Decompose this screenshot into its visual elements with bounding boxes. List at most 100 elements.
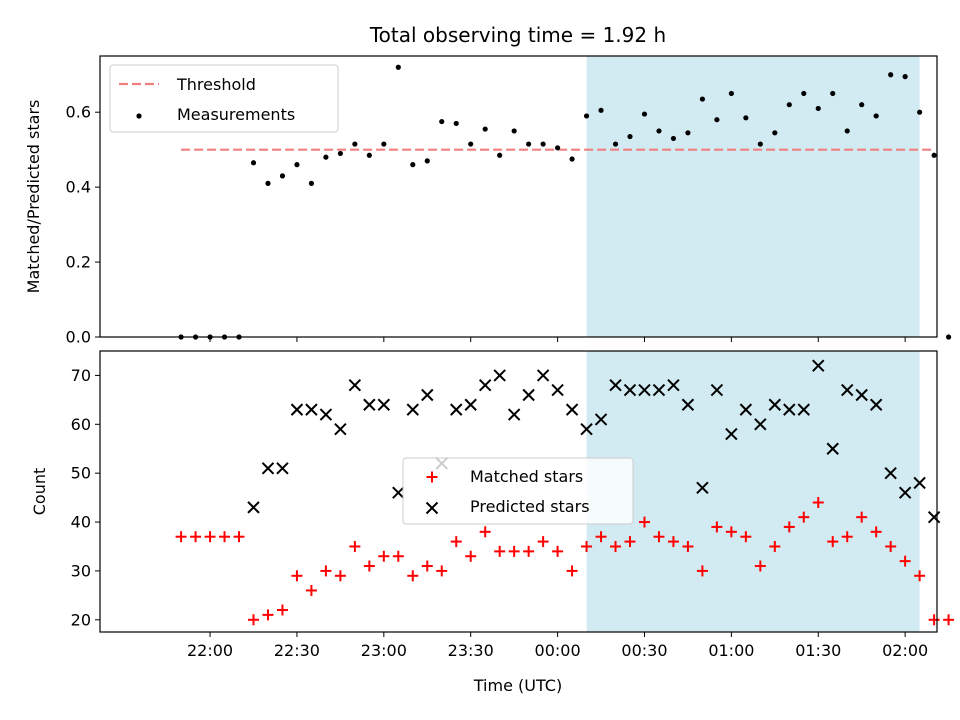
x-tick-label: 00:00 — [535, 641, 581, 660]
predicted-stars-point — [392, 486, 405, 499]
legend-predicted-swatch — [425, 501, 439, 515]
predicted-stars-point — [247, 501, 260, 514]
matched-stars-point — [856, 511, 868, 523]
y-tick-label: 40 — [71, 513, 91, 532]
matched-stars-point — [233, 531, 245, 543]
measurements-point — [598, 107, 604, 113]
x-tick-label: 01:30 — [795, 641, 841, 660]
measurements-point — [381, 141, 387, 147]
observing-window-band — [586, 351, 920, 632]
predicted-stars-point — [826, 442, 839, 455]
measurements-point — [265, 180, 271, 186]
measurements-point — [844, 128, 850, 134]
matched-stars-point — [436, 565, 448, 577]
measurements-point — [569, 156, 575, 162]
measurements-point — [554, 145, 561, 151]
measurements-point — [685, 130, 691, 136]
legend-box — [109, 64, 339, 133]
measurements-point — [337, 150, 343, 157]
measurements-point — [670, 135, 677, 142]
measurements-point — [540, 141, 546, 147]
matched-stars-point — [783, 521, 795, 533]
y-tick-label: 30 — [71, 561, 91, 580]
measurements-point — [931, 152, 937, 158]
chart-title: Total observing time = 1.92 h — [369, 23, 666, 47]
matched-stars-point — [175, 531, 187, 543]
predicted-stars-point — [667, 379, 680, 392]
matched-stars-point — [870, 526, 882, 538]
matched-stars-point — [523, 545, 535, 557]
matched-stars-point — [754, 560, 766, 572]
measurements-point — [888, 72, 894, 78]
legend-predicted-label: Predicted stars — [470, 497, 590, 516]
measurements-point — [612, 141, 619, 147]
predicted-stars-point — [725, 427, 738, 441]
measurements-point — [873, 113, 879, 119]
x-tick-label: 02:00 — [882, 641, 928, 660]
axes-frame — [99, 350, 938, 633]
y-tick-label: 0.4 — [66, 178, 91, 197]
matched-stars-point — [653, 531, 665, 543]
y-axis-label: Matched/Predicted stars — [24, 100, 43, 294]
x-tick-label: 01:00 — [708, 641, 754, 660]
measurements-point — [917, 109, 923, 115]
matched-stars-point — [682, 540, 694, 552]
matched-stars-point — [262, 609, 274, 621]
matched-stars-point — [291, 570, 303, 582]
measurements-point — [308, 180, 315, 186]
matched-stars-point — [914, 570, 926, 582]
measurements-point — [743, 115, 749, 121]
legend-bottom: Matched stars Predicted stars — [402, 457, 634, 525]
matched-stars-point — [711, 521, 723, 533]
ratio-panel: 0.0 0.2 0.4 0.6 Matched/Predicted stars Thres… — [24, 55, 952, 347]
y-tick-label: 0.0 — [66, 328, 91, 347]
x-tick-label: 00:30 — [621, 641, 667, 660]
predicted-stars-point — [450, 403, 463, 416]
legend-top: Threshold Measurements — [109, 64, 339, 133]
measurements-point — [526, 141, 532, 147]
predicted-stars-point — [797, 403, 810, 416]
measurements-point — [757, 141, 763, 147]
predicted-stars-point — [913, 476, 926, 490]
measurements-point — [772, 130, 778, 136]
y-axis-label: Count — [30, 468, 49, 516]
predicted-stars-point — [869, 398, 883, 411]
predicted-stars-point — [334, 422, 347, 436]
measurements-point — [482, 126, 488, 132]
matched-stars-point — [610, 540, 622, 552]
matched-stars-point — [827, 536, 839, 548]
measurements-point — [424, 158, 430, 164]
predicted-stars-point — [522, 388, 535, 402]
matched-stars-point — [537, 536, 549, 548]
matched-stars-point — [465, 550, 477, 562]
measurements-point — [323, 154, 329, 160]
predicted-stars-point — [623, 383, 637, 397]
matched-stars-point — [725, 526, 737, 538]
predicted-stars-point — [841, 383, 854, 397]
measurements-point — [656, 128, 662, 134]
matched-stars-point — [928, 614, 940, 626]
matched-stars-point — [247, 614, 259, 626]
legend-box — [402, 457, 634, 525]
matched-stars-point — [479, 526, 491, 538]
measurements-point — [453, 120, 459, 127]
matched-stars-point — [769, 540, 781, 552]
measurements-point — [945, 334, 952, 340]
predicted-stars-point — [276, 462, 289, 475]
y-tick-label: 50 — [71, 464, 91, 483]
matched-stars-point — [392, 550, 404, 562]
predicted-stars-point — [696, 481, 709, 495]
matched-stars-point — [190, 531, 202, 543]
matched-stars-point — [740, 531, 752, 543]
predicted-stars-point — [565, 403, 579, 416]
count-panel: 20 30 40 50 60 70 22:00 22:30 23:00 23:30 00:00 00:… — [30, 350, 955, 660]
measurements-point — [699, 96, 706, 102]
legend-matched-label: Matched stars — [470, 467, 583, 486]
matched-stars-point — [407, 570, 419, 582]
measurements-point — [786, 102, 792, 108]
predicted-stars-point — [377, 398, 391, 411]
matched-stars-point — [581, 540, 593, 552]
matched-stars-point — [624, 536, 636, 548]
predicted-stars-point — [884, 466, 897, 480]
predicted-stars-point — [927, 510, 941, 524]
